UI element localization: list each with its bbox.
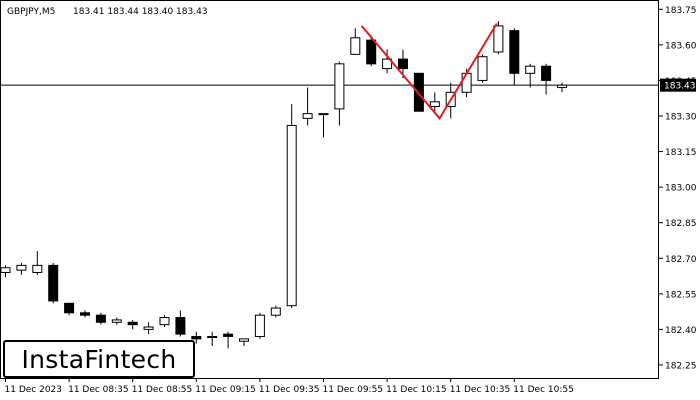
candle <box>239 338 249 346</box>
candle <box>95 312 106 325</box>
y-tick-label: 183.60 <box>665 41 697 51</box>
candle <box>398 49 408 79</box>
candle <box>175 310 186 337</box>
candle <box>286 104 297 309</box>
candle <box>143 322 154 335</box>
candle-body-bear <box>191 336 202 340</box>
candle-body-bull <box>525 65 536 74</box>
candle <box>366 35 377 67</box>
candle-body-bull <box>334 63 345 110</box>
candle <box>80 310 90 318</box>
instafintech-logo: InstaFintech <box>3 340 195 378</box>
y-tick-label: 183.30 <box>665 112 697 122</box>
y-tick-label: 183.00 <box>665 184 697 194</box>
candle-body-bull <box>16 264 27 271</box>
candle <box>525 63 536 88</box>
candle-body-bear <box>223 333 234 338</box>
x-tick-label: 11 Dec 09:55 <box>323 385 384 395</box>
candle-body-bull <box>207 336 218 339</box>
candle-body-bear <box>48 264 59 302</box>
candle-body-bear <box>509 30 520 74</box>
x-tick-label: 11 Dec 08:55 <box>132 385 193 395</box>
y-axis: 183.75183.60183.45183.30183.15183.00182.… <box>659 6 697 371</box>
candle <box>223 331 234 349</box>
candle-body-bear <box>175 317 186 335</box>
candle-body-bull <box>477 56 488 81</box>
double-top-pattern <box>360 23 498 121</box>
candle <box>350 28 361 55</box>
candle-body-bull <box>239 338 249 342</box>
y-tick-label: 182.40 <box>665 326 697 336</box>
candle <box>127 319 138 330</box>
candle <box>509 28 520 86</box>
candle <box>429 92 440 114</box>
candle <box>270 305 281 318</box>
candle-body-bull <box>143 326 154 330</box>
candle-body-bull <box>318 113 329 116</box>
y-tick-label: 182.55 <box>665 290 697 300</box>
x-tick-label: 11 Dec 10:15 <box>386 385 447 395</box>
pattern-line <box>360 23 498 121</box>
plot-frame <box>0 0 659 379</box>
candle-body-bull <box>493 25 504 53</box>
y-tick-label: 183.75 <box>665 6 697 16</box>
candle <box>254 312 265 339</box>
candle <box>191 331 202 344</box>
candle-body-bear <box>64 302 75 314</box>
candle-body-bull <box>159 317 170 326</box>
candle-body-bear <box>398 58 408 70</box>
chart-ohlc: 183.41 183.44 183.40 183.43 <box>73 7 208 17</box>
candle <box>159 315 170 328</box>
candle <box>64 302 75 316</box>
y-tick-label: 182.70 <box>665 255 697 265</box>
candle-body-bull <box>270 307 281 316</box>
candle-body-bear <box>80 312 90 316</box>
candle <box>16 263 27 275</box>
candle <box>557 82 567 93</box>
candle <box>493 21 504 55</box>
candle <box>477 54 488 83</box>
current-price-label: 183.43 <box>660 78 696 92</box>
logo-text: InstaFintech <box>21 344 177 374</box>
candle-body-bull <box>32 264 43 273</box>
candle <box>0 265 11 278</box>
chart-symbol: GBPJPY,M5 <box>7 7 55 17</box>
candle-body-bull <box>0 267 11 273</box>
candle-body-bear <box>127 321 138 326</box>
candle-body-bull <box>382 58 393 70</box>
candle <box>48 263 59 304</box>
candle <box>111 317 122 325</box>
x-tick-label: 11 Dec 10:35 <box>450 385 511 395</box>
candle <box>541 63 552 95</box>
x-tick-label: 11 Dec 08:35 <box>68 385 129 395</box>
candle-body-bull <box>557 84 567 89</box>
candle <box>32 251 43 275</box>
candle <box>334 61 345 126</box>
candle-body-bull <box>429 101 440 108</box>
candle-body-bear <box>366 39 377 65</box>
current-price-label-box <box>660 78 696 92</box>
y-tick-label: 182.25 <box>665 361 697 371</box>
candle <box>302 87 313 126</box>
candle-body-bull <box>302 113 313 119</box>
candle <box>318 113 329 138</box>
candle-body-bull <box>350 37 361 55</box>
x-axis: 11 Dec 2023 11 Dec 08:35 11 Dec 08:55 11 De… <box>5 378 574 395</box>
candle-body-bull <box>286 124 297 307</box>
x-tick-label: 11 Dec 10:55 <box>513 385 574 395</box>
x-tick-label: 11 Dec 09:15 <box>195 385 256 395</box>
x-tick-label: 11 Dec 2023 <box>5 385 63 395</box>
candle-body-bear <box>95 314 106 323</box>
candle-body-bull <box>254 314 265 338</box>
candle <box>382 49 393 74</box>
current-price-label-text: 183.43 <box>664 82 696 92</box>
candle <box>207 331 218 346</box>
candle-body-bear <box>541 65 552 81</box>
candle-body-bull <box>461 72 472 93</box>
y-tick-label: 183.15 <box>665 148 697 158</box>
y-tick-label: 182.85 <box>665 219 697 229</box>
x-tick-label: 11 Dec 09:35 <box>259 385 320 395</box>
candle-body-bull <box>111 319 122 323</box>
